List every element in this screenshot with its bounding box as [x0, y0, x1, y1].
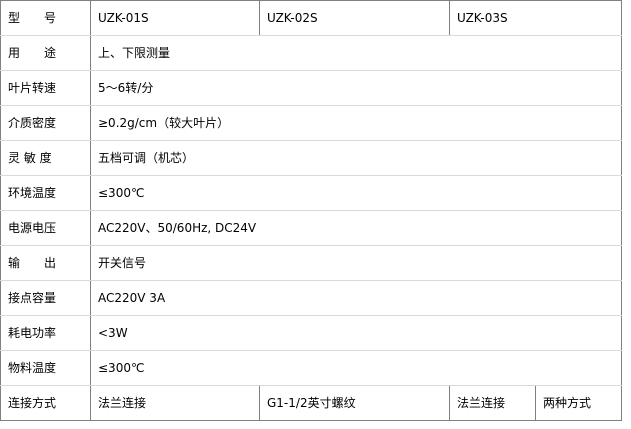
table-row: 介质密度 ≥0.2g/cm（较大叶片）	[0, 105, 622, 141]
cell-model-02s: UZK-02S	[259, 0, 450, 36]
row-label-blade-speed: 叶片转速	[0, 70, 91, 106]
cell-output-value: 开关信号	[90, 245, 622, 281]
cell-model-03s: UZK-03S	[449, 0, 622, 36]
cell-connection-flange-01s: 法兰连接	[90, 385, 260, 421]
cell-power-voltage-value: AC220V、50/60Hz, DC24V	[90, 210, 622, 246]
table-row: 输 出 开关信号	[0, 245, 622, 281]
table-row: 型 号 UZK-01S UZK-02S UZK-03S	[0, 0, 622, 36]
cell-ambient-temperature-value: ≤300℃	[90, 175, 622, 211]
cell-connection-thread-02s: G1-1/2英寸螺纹	[259, 385, 450, 421]
table-row: 连接方式 法兰连接 G1-1/2英寸螺纹 法兰连接 两种方式	[0, 385, 622, 421]
cell-power-consumption-value: <3W	[90, 315, 622, 351]
table-body: 型 号 UZK-01S UZK-02S UZK-03S 用 途 上、下限测量 叶…	[0, 0, 622, 421]
specification-table: 型 号 UZK-01S UZK-02S UZK-03S 用 途 上、下限测量 叶…	[0, 0, 622, 421]
table-row: 用 途 上、下限测量	[0, 35, 622, 71]
table-row: 叶片转速 5～6转/分	[0, 70, 622, 106]
cell-connection-both-03s: 两种方式	[535, 385, 622, 421]
cell-material-temperature-value: ≤300℃	[90, 350, 622, 386]
row-label-usage: 用 途	[0, 35, 91, 71]
table-row: 环境温度 ≤300℃	[0, 175, 622, 211]
row-label-contact-capacity: 接点容量	[0, 280, 91, 316]
cell-connection-flange-03s: 法兰连接	[449, 385, 536, 421]
cell-blade-speed-value: 5～6转/分	[90, 70, 622, 106]
cell-sensitivity-value: 五档可调（机芯）	[90, 140, 622, 176]
row-label-material-temperature: 物料温度	[0, 350, 91, 386]
table-row: 接点容量 AC220V 3A	[0, 280, 622, 316]
row-label-connection-type: 连接方式	[0, 385, 91, 421]
row-label-output: 输 出	[0, 245, 91, 281]
row-label-power-voltage: 电源电压	[0, 210, 91, 246]
row-label-model: 型 号	[0, 0, 91, 36]
row-label-medium-density: 介质密度	[0, 105, 91, 141]
row-label-sensitivity: 灵 敏 度	[0, 140, 91, 176]
cell-model-01s: UZK-01S	[90, 0, 260, 36]
cell-medium-density-value: ≥0.2g/cm（较大叶片）	[90, 105, 622, 141]
table-row: 灵 敏 度 五档可调（机芯）	[0, 140, 622, 176]
cell-contact-capacity-value: AC220V 3A	[90, 280, 622, 316]
row-label-ambient-temperature: 环境温度	[0, 175, 91, 211]
table-row: 物料温度 ≤300℃	[0, 350, 622, 386]
table-row: 耗电功率 <3W	[0, 315, 622, 351]
row-label-power-consumption: 耗电功率	[0, 315, 91, 351]
table-row: 电源电压 AC220V、50/60Hz, DC24V	[0, 210, 622, 246]
cell-usage-value: 上、下限测量	[90, 35, 622, 71]
